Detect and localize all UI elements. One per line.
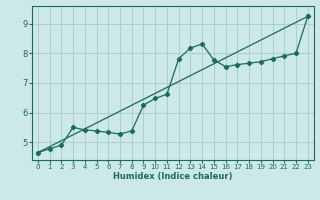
- X-axis label: Humidex (Indice chaleur): Humidex (Indice chaleur): [113, 172, 233, 181]
